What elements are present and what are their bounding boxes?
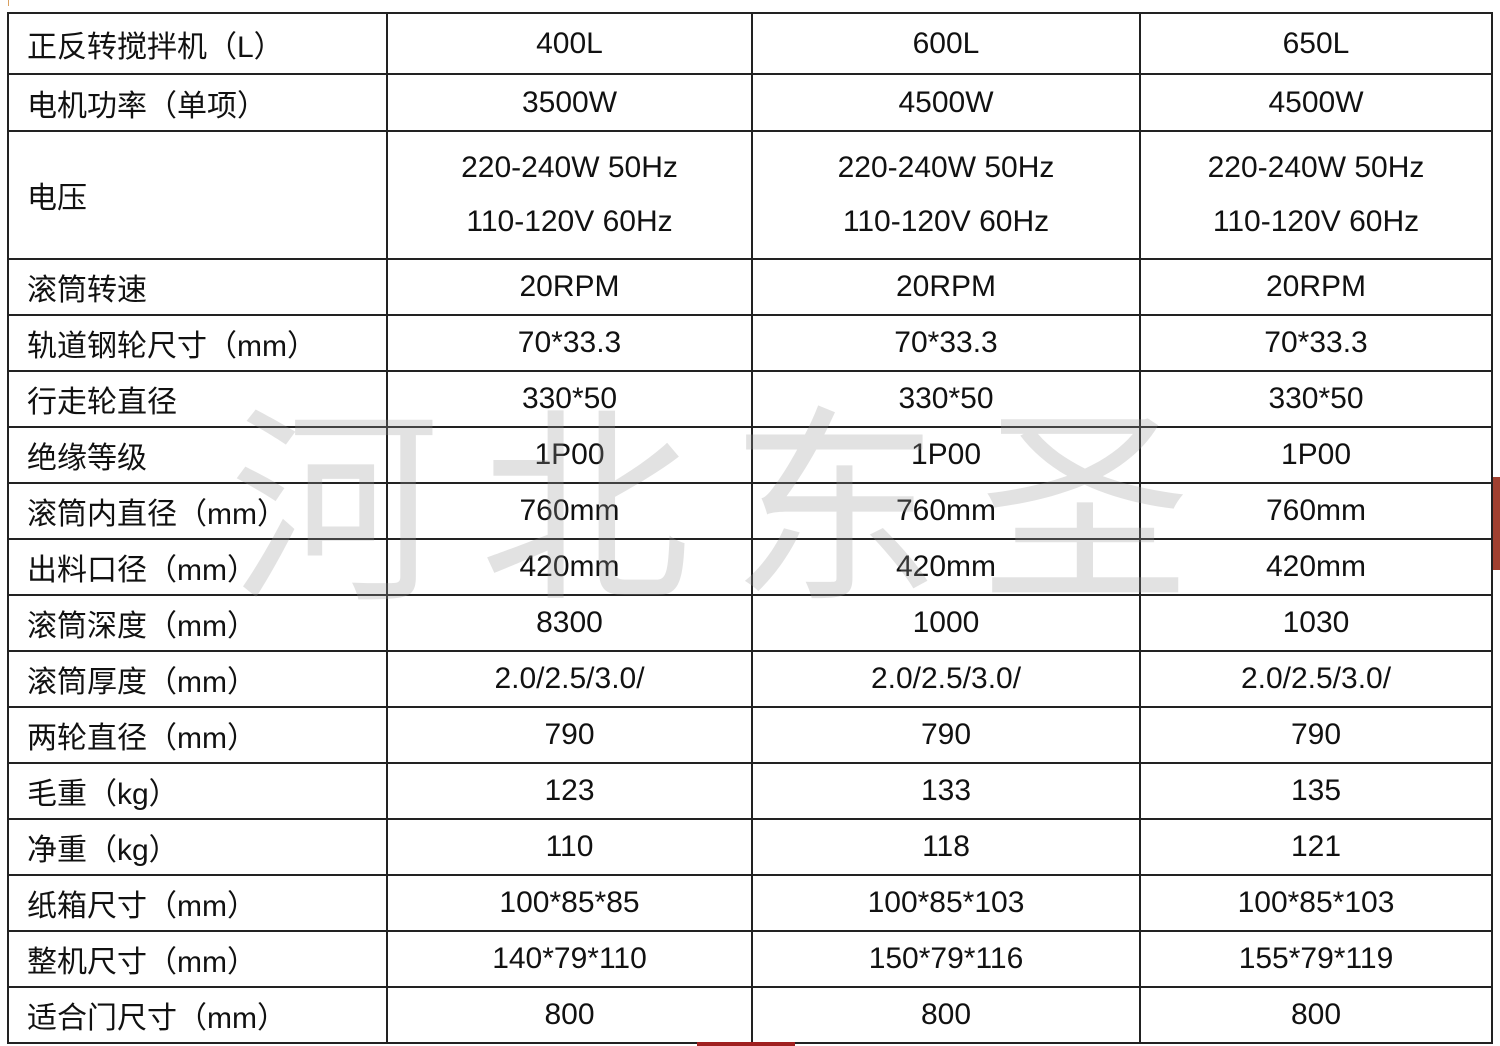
row-value: 140*79*110 [386,930,753,988]
row-value: 110 [386,818,753,876]
row-value: 330*50 [1139,370,1493,428]
row-label: 出料口径（mm） [7,538,388,596]
row-value: 70*33.3 [386,314,753,372]
value-line: 220-240W 50Hz [461,151,678,184]
row-value: 2.0/2.5/3.0/ [386,650,753,708]
row-value: 3500W [386,73,753,132]
row-label: 整机尺寸（mm） [7,930,388,988]
row-value: 123 [386,762,753,820]
row-value: 800 [386,986,753,1044]
row-label: 轨道钢轮尺寸（mm） [7,314,388,372]
row-value: 790 [1139,706,1493,764]
edge-marker [1493,477,1500,570]
header-model: 650L [1139,12,1493,75]
value-line: 110-120V 60Hz [466,205,673,238]
row-value: 1000 [751,594,1141,652]
header-label: 正反转搅拌机（L） [7,12,388,75]
row-value: 20RPM [1139,258,1493,316]
bottom-marker [697,1042,795,1046]
value-line: 220-240W 50Hz [837,151,1055,184]
table-row: 适合门尺寸（mm） 800 800 800 [7,986,1493,1044]
row-value: 118 [751,818,1141,876]
row-value: 4500W [1139,73,1493,132]
row-value: 150*79*116 [751,930,1141,988]
row-value: 1P00 [386,426,753,484]
table-row: 行走轮直径 330*50 330*50 330*50 [7,370,1493,428]
table-row: 整机尺寸（mm） 140*79*110 150*79*116 155*79*119 [7,930,1493,988]
row-label: 滚筒内直径（mm） [7,482,388,540]
row-value: 20RPM [751,258,1141,316]
table-row: 净重（kg） 110 118 121 [7,818,1493,876]
row-label: 行走轮直径 [7,370,388,428]
table-header-row: 正反转搅拌机（L） 400L 600L 650L [7,12,1493,75]
row-value: 760mm [1139,482,1493,540]
table-row: 电压 220-240W 50Hz 110-120V 60Hz 220-240W 50H… [7,130,1493,260]
table-row: 出料口径（mm） 420mm 420mm 420mm [7,538,1493,596]
table-row: 两轮直径（mm） 790 790 790 [7,706,1493,764]
row-value: 420mm [386,538,753,596]
row-value: 2.0/2.5/3.0/ [751,650,1141,708]
row-value: 760mm [386,482,753,540]
row-value: 420mm [751,538,1141,596]
table-row: 滚筒厚度（mm） 2.0/2.5/3.0/2.0/2.5/3.0/2.0/2.5/… [7,650,1493,708]
row-value: 220-240W 50Hz 110-120V 60Hz [751,130,1141,260]
row-value: 121 [1139,818,1493,876]
value-line: 220-240W 50Hz [1207,151,1425,184]
row-label: 两轮直径（mm） [7,706,388,764]
spec-table: 正反转搅拌机（L） 400L 600L 650L 电机功率（单项） 3500W 45… [7,12,1493,1044]
table-row: 毛重（kg） 123 133 135 [7,762,1493,820]
row-label: 适合门尺寸（mm） [7,986,388,1044]
row-value: 330*50 [751,370,1141,428]
row-value: 800 [1139,986,1493,1044]
header-model: 400L [386,12,753,75]
row-label: 毛重（kg） [7,762,388,820]
row-value: 70*33.3 [751,314,1141,372]
table-row: 滚筒转速 20RPM 20RPM 20RPM [7,258,1493,316]
row-value: 220-240W 50Hz 110-120V 60Hz [1139,130,1493,260]
row-value: 420mm [1139,538,1493,596]
row-value: 330*50 [386,370,753,428]
row-value: 2.0/2.5/3.0/ [1139,650,1493,708]
row-value: 790 [751,706,1141,764]
row-label: 电机功率（单项） [7,73,388,132]
row-label: 滚筒深度（mm） [7,594,388,652]
header-model: 600L [751,12,1141,75]
row-value: 135 [1139,762,1493,820]
row-label: 滚筒转速 [7,258,388,316]
table-row: 滚筒内直径（mm） 760mm 760mm 760mm [7,482,1493,540]
table-row: 电机功率（单项） 3500W 4500W 4500W [7,73,1493,132]
row-value: 220-240W 50Hz 110-120V 60Hz [386,130,753,260]
table-row: 滚筒深度（mm） 8300 1000 1030 [7,594,1493,652]
row-value: 800 [751,986,1141,1044]
row-value: 20RPM [386,258,753,316]
row-value: 155*79*119 [1139,930,1493,988]
table-row: 纸箱尺寸（mm） 100*85*85 100*85*103 100*85*103 [7,874,1493,932]
row-label: 绝缘等级 [7,426,388,484]
row-value: 790 [386,706,753,764]
row-label: 滚筒厚度（mm） [7,650,388,708]
value-line: 110-120V 60Hz [842,205,1050,238]
row-label: 电压 [7,130,388,260]
row-value: 100*85*103 [751,874,1141,932]
row-label: 净重（kg） [7,818,388,876]
row-value: 100*85*103 [1139,874,1493,932]
corner-mark [0,0,9,6]
row-value: 1030 [1139,594,1493,652]
table-row: 轨道钢轮尺寸（mm） 70*33.3 70*33.3 70*33.3 [7,314,1493,372]
row-value: 1P00 [1139,426,1493,484]
row-value: 100*85*85 [386,874,753,932]
table-row: 绝缘等级 1P00 1P00 1P00 [7,426,1493,484]
row-value: 760mm [751,482,1141,540]
row-value: 70*33.3 [1139,314,1493,372]
value-line: 110-120V 60Hz [1212,205,1420,238]
row-value: 4500W [751,73,1141,132]
row-value: 1P00 [751,426,1141,484]
row-label: 纸箱尺寸（mm） [7,874,388,932]
row-value: 133 [751,762,1141,820]
row-value: 8300 [386,594,753,652]
